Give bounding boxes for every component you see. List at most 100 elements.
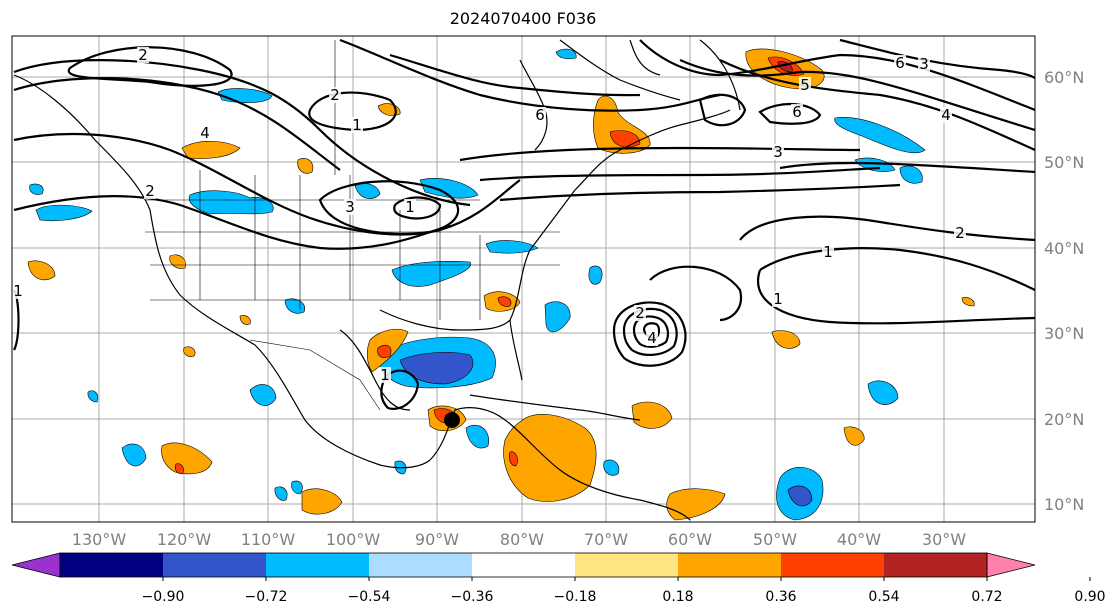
storm-center-marker <box>444 412 460 428</box>
colorbar-segment <box>60 553 163 577</box>
negative-anomaly-area <box>544 301 571 333</box>
positive-anomaly-area <box>631 401 673 429</box>
colorbar: −0.90 −0.72 −0.54 −0.36 −0.18 0.18 0.36 0.54 0.7… <box>11 552 1105 605</box>
contour-label: 2 <box>635 304 645 322</box>
colorbar-segment <box>884 553 987 577</box>
contour-label: 3 <box>919 55 929 73</box>
longitude-label: 120°W <box>157 530 212 549</box>
contour-label: 1 <box>13 282 23 300</box>
negative-anomaly-area <box>834 117 926 154</box>
negative-anomaly-area <box>485 240 539 254</box>
latitude-label: 20°N <box>1044 410 1084 429</box>
negative-anomaly-area <box>35 204 93 222</box>
negative-anomaly-area <box>867 380 899 405</box>
longitude-label: 130°W <box>72 530 127 549</box>
colorbar-segment <box>781 553 884 577</box>
negative-anomaly-area <box>391 260 471 287</box>
contour-label: 2 <box>955 224 965 242</box>
negative-anomaly-area <box>899 165 923 184</box>
positive-anomaly-area <box>843 426 865 446</box>
latitude-label: 10°N <box>1044 495 1084 514</box>
positive-anomaly-area <box>183 346 196 357</box>
contour-label: 3 <box>773 143 783 161</box>
longitude-label: 50°W <box>753 530 797 549</box>
colorbar-tick-label: 0.36 <box>765 589 796 605</box>
contour-label: 1 <box>380 366 390 384</box>
contour-label: 6 <box>792 103 802 121</box>
colorbar-segment <box>11 552 61 578</box>
contour-label: 6 <box>535 106 545 124</box>
colorbar-segment <box>986 552 1036 578</box>
contour-label: 2 <box>330 86 340 104</box>
contour-label: 1 <box>773 290 783 308</box>
latitude-label: 60°N <box>1044 68 1084 87</box>
negative-anomaly-area <box>603 459 620 476</box>
colorbar-tick-label: −0.90 <box>142 589 185 605</box>
contour-label: 6 <box>895 54 905 72</box>
longitude-labels: 130°W 120°W 110°W 100°W 90°W 80°W 70°W 60°W 50°W… <box>72 530 966 549</box>
contour-label: 4 <box>200 124 210 142</box>
colorbar-segment <box>678 553 781 577</box>
negative-anomaly-area <box>274 486 288 501</box>
longitude-label: 100°W <box>326 530 381 549</box>
positive-anomaly-area <box>161 442 213 475</box>
negative-anomaly-area <box>787 485 813 507</box>
positive-anomaly-area <box>297 158 314 174</box>
positive-anomaly-area <box>609 130 641 148</box>
longitude-label: 90°W <box>415 530 459 549</box>
positive-anomaly-area <box>497 296 512 307</box>
colorbar-tick-label: 0.54 <box>868 589 899 605</box>
colorbar-tick-label: −0.36 <box>451 589 494 605</box>
negative-anomaly-area <box>419 178 479 199</box>
colorbar-segment <box>575 553 678 577</box>
longitude-label: 80°W <box>500 530 544 549</box>
negative-anomaly-area <box>121 443 147 467</box>
contour-lines <box>12 38 1035 410</box>
colorbar-tick-label: −0.18 <box>554 589 597 605</box>
contour-label: 3 <box>345 198 355 216</box>
map-frame <box>11 35 1036 523</box>
colorbar-segment <box>163 553 266 577</box>
colorbar-tick-label: −0.54 <box>348 589 391 605</box>
positive-anomaly-area <box>27 260 56 281</box>
negative-anomaly-area <box>291 480 303 495</box>
longitude-label: 110°W <box>241 530 296 549</box>
contour-label: 5 <box>800 76 810 94</box>
negative-anomaly-area <box>29 183 44 195</box>
contour-label: 1 <box>352 116 362 134</box>
latitude-label: 30°N <box>1044 324 1084 343</box>
positive-anomaly-area <box>301 488 343 515</box>
positive-anomaly-area <box>181 140 241 159</box>
negative-anomaly-area <box>188 190 274 215</box>
negative-anomaly-area <box>555 48 577 60</box>
contour-label: 2 <box>138 46 148 64</box>
longitude-label: 70°W <box>584 530 628 549</box>
negative-anomaly-area <box>249 384 277 406</box>
positive-anomaly-area <box>961 297 975 307</box>
colorbar-tick-label: −0.72 <box>245 589 288 605</box>
colorbar-segment <box>369 553 472 577</box>
negative-anomaly-area <box>465 424 489 449</box>
negative-anomaly-area <box>854 157 896 172</box>
longitude-label: 30°W <box>922 530 966 549</box>
colorbar-segment <box>266 553 369 577</box>
positive-anomaly-area <box>239 315 251 325</box>
latitude-label: 40°N <box>1044 239 1084 258</box>
longitude-label: 60°W <box>668 530 712 549</box>
colorbar-segment <box>472 553 575 577</box>
colorbar-tick-label: 0.72 <box>971 589 1002 605</box>
negative-anomaly-area <box>87 390 99 403</box>
contour-label: 1 <box>405 198 415 216</box>
latitude-labels: 60°N 50°N 40°N 30°N 20°N 10°N <box>1044 68 1084 514</box>
map-title: 2024070400 F036 <box>449 9 597 28</box>
contour-label: 2 <box>145 182 155 200</box>
longitude-label: 40°W <box>837 530 881 549</box>
colorbar-tick-label: 0.18 <box>662 589 693 605</box>
positive-anomaly-area <box>503 414 597 502</box>
contour-label: 4 <box>941 106 951 124</box>
negative-anomaly-area <box>588 265 603 285</box>
positive-anomaly-area <box>508 451 518 467</box>
positive-anomaly-area <box>377 344 392 358</box>
